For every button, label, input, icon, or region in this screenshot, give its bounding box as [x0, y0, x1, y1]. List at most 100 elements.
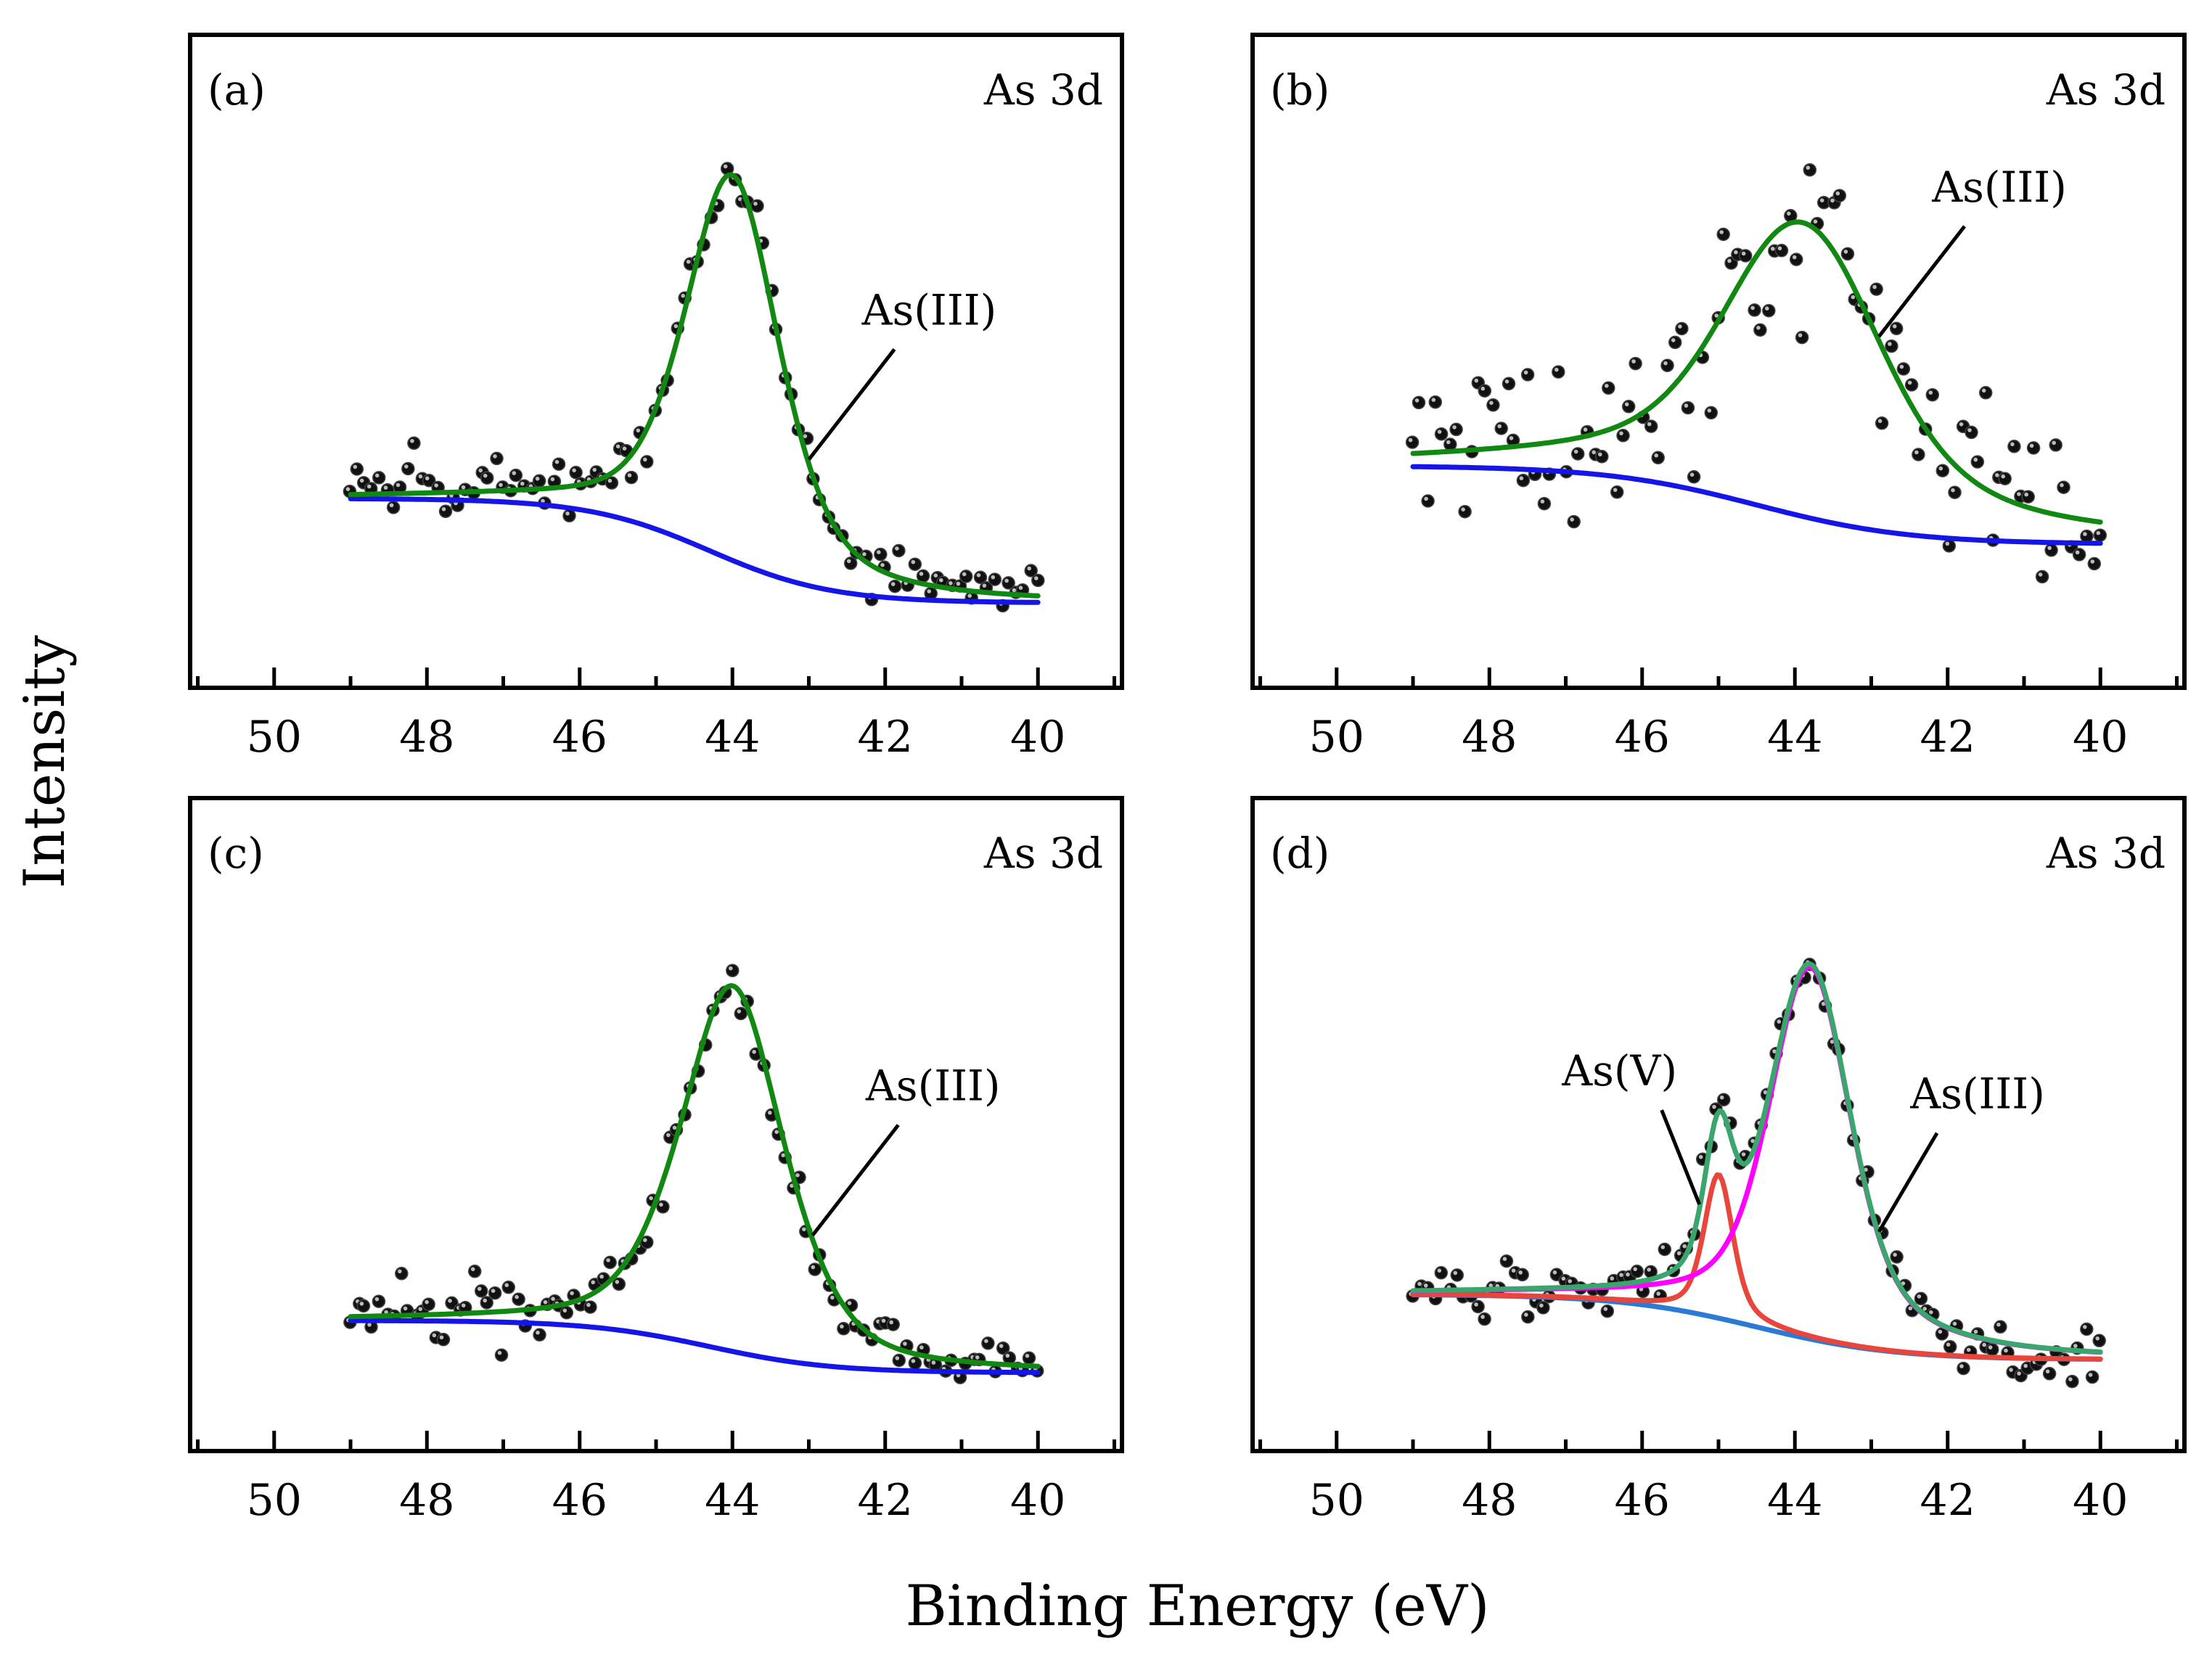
annotation-leader: [1877, 225, 1966, 338]
data-point-highlight: [554, 459, 560, 464]
data-point-highlight: [1509, 436, 1514, 440]
data-point-highlight: [1613, 488, 1618, 493]
data-point: [916, 569, 930, 583]
data-point-highlight: [461, 1303, 466, 1308]
data-point-highlight: [2075, 550, 2080, 555]
data-point: [908, 557, 922, 571]
data-point-highlight: [439, 1335, 444, 1340]
data-point: [1925, 387, 1940, 402]
data-point-highlight: [1540, 499, 1545, 504]
data-point: [2087, 556, 2102, 571]
data-point-highlight: [1012, 588, 1017, 593]
data-point-highlight: [572, 468, 576, 473]
data-point-highlight: [737, 1009, 742, 1014]
data-point: [808, 1262, 822, 1276]
data-point-highlight: [911, 1359, 916, 1363]
x-tick-label: 40: [1010, 712, 1065, 763]
data-point-highlight: [1639, 1287, 1644, 1291]
data-point-highlight: [2090, 559, 2095, 564]
data-point-highlight: [367, 1323, 372, 1327]
data-point: [1552, 365, 1565, 379]
data-point-highlight: [1610, 1276, 1615, 1281]
data-point: [583, 1300, 597, 1314]
plot-frame: [1250, 33, 2187, 690]
data-point: [1957, 1361, 1970, 1376]
data-point: [512, 1292, 525, 1306]
data-point: [1421, 494, 1435, 508]
panel-d: 50 48 46 44 42 40 (d) As 3d As(V) As(III): [1250, 796, 2187, 1526]
data-point-highlight: [2052, 440, 2056, 445]
data-point: [1875, 416, 1889, 430]
data-point-highlight: [975, 1355, 980, 1360]
data-point-highlight: [1787, 211, 1791, 216]
data-point-highlight: [976, 573, 981, 578]
data-point-highlight: [1504, 379, 1510, 384]
data-point-highlight: [1619, 431, 1623, 436]
data-point: [2065, 1374, 2079, 1389]
data-point-highlight: [1843, 250, 1848, 254]
data-point-highlight: [1511, 1268, 1516, 1273]
data-point-highlight: [927, 589, 931, 593]
data-point-highlight: [359, 1302, 364, 1306]
data-point-highlight: [1474, 1302, 1478, 1307]
data-point-highlight: [1914, 450, 1919, 455]
data-point-highlight: [752, 1050, 756, 1054]
data-point-highlight: [512, 471, 517, 475]
data-point: [1022, 1351, 1036, 1365]
data-point-highlight: [890, 582, 896, 586]
series-fit: [348, 983, 1041, 1369]
data-point: [1610, 485, 1624, 499]
data-point: [959, 570, 973, 583]
data-point: [560, 1306, 574, 1320]
x-tick-label: 44: [705, 712, 760, 763]
series-background: [348, 496, 1041, 605]
data-point-highlight: [2017, 1371, 2021, 1376]
data-point-highlight: [493, 454, 497, 459]
data-point: [734, 1006, 748, 1021]
data-point: [407, 436, 421, 451]
data-point: [1716, 227, 1730, 242]
data-point-highlight: [1819, 198, 1824, 203]
data-point-highlight: [1959, 422, 1964, 427]
data-point-highlight: [592, 467, 597, 472]
data-point-highlight: [1719, 230, 1724, 234]
data-point-highlight: [1893, 1252, 1897, 1257]
data-point: [1644, 419, 1658, 433]
data-point-highlight: [753, 202, 758, 206]
data-point: [1486, 398, 1500, 412]
data-point: [490, 451, 504, 466]
data-point-highlight: [1446, 440, 1451, 445]
data-point-highlight: [1431, 398, 1436, 402]
data-point: [1494, 422, 1508, 435]
data-point-highlight: [781, 1153, 785, 1158]
data-point-highlight: [535, 477, 540, 481]
data-point: [372, 1294, 386, 1308]
data-point-highlight: [1480, 1315, 1485, 1319]
data-point: [1405, 435, 1420, 449]
data-point: [1890, 1250, 1904, 1264]
data-point-highlight: [881, 1318, 886, 1323]
data-point: [908, 1356, 922, 1371]
data-point-highlight: [1027, 566, 1031, 571]
data-point: [1567, 514, 1581, 529]
data-point-highlight: [956, 581, 961, 586]
x-tick-label: 50: [247, 712, 302, 763]
data-point: [438, 504, 453, 519]
data-point-highlight: [434, 483, 438, 488]
data-point: [2092, 1334, 2106, 1348]
data-point: [1478, 1312, 1491, 1326]
data-point-highlight: [1025, 1354, 1030, 1358]
data-point: [1687, 470, 1701, 484]
data-point: [562, 509, 576, 523]
data-point: [494, 1348, 509, 1362]
data-point: [1970, 455, 1985, 469]
data-point: [2026, 441, 2041, 455]
data-point-highlight: [470, 1267, 475, 1272]
data-point-highlight: [1892, 324, 1897, 329]
data-point-highlight: [441, 507, 446, 511]
data-point-highlight: [931, 1360, 936, 1365]
data-point-highlight: [1995, 473, 1999, 477]
data-point-highlight: [615, 1280, 620, 1284]
data-point: [474, 1284, 488, 1298]
data-point: [1651, 451, 1665, 465]
